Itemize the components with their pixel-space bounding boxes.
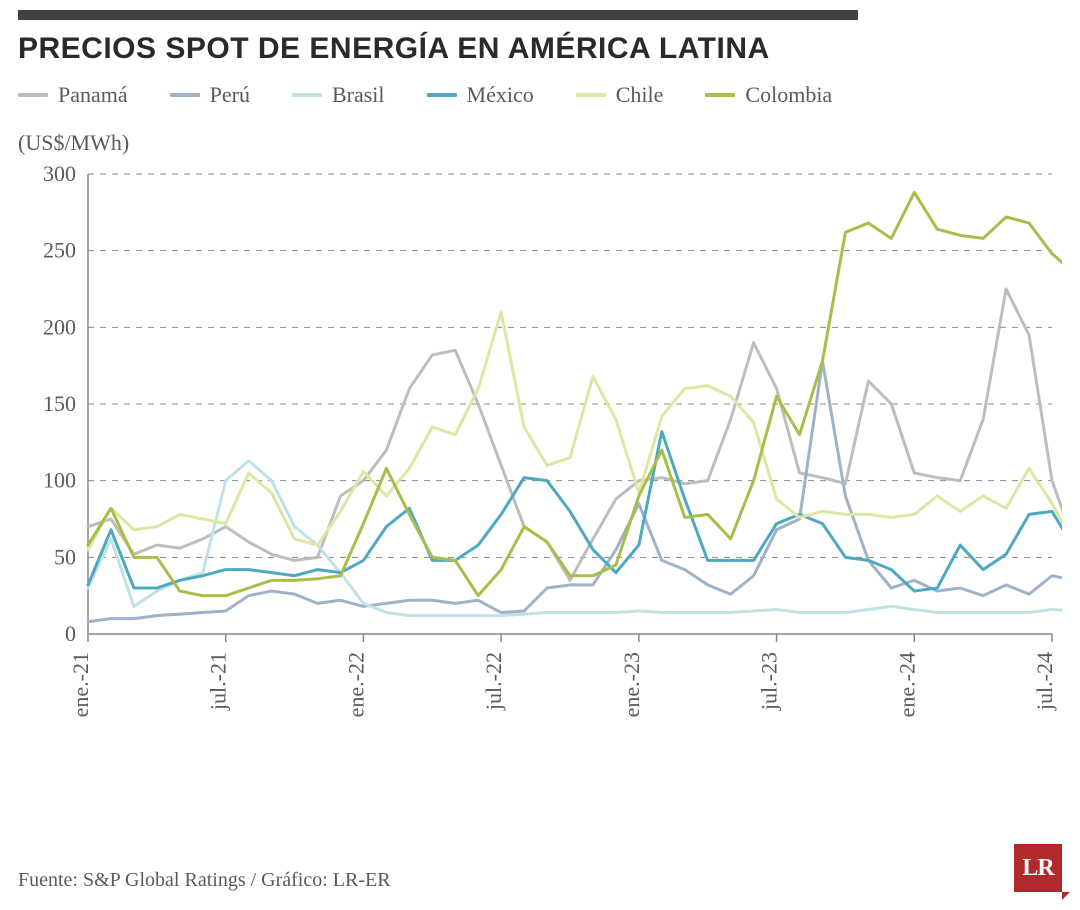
line-chart: 0 50 100 150 200 250 300 ene.-21 jul.-21 ene.-22 j… (18, 164, 1062, 724)
svg-text:jul.-21: jul.-21 (206, 652, 231, 711)
source-credit: Fuente: S&P Global Ratings / Gráfico: LR… (18, 869, 391, 892)
chart-area: 0 50 100 150 200 250 300 ene.-21 jul.-21 ene.-22 j… (18, 164, 1062, 729)
svg-text:jul.-22: jul.-22 (481, 652, 506, 711)
legend-label: Colombia (745, 82, 832, 108)
y-axis-unit: (US$/MWh) (0, 130, 1080, 164)
svg-text:0: 0 (65, 621, 76, 646)
legend-label: Chile (616, 82, 664, 108)
legend-item: Panamá (18, 82, 128, 108)
header-rule (18, 10, 858, 20)
legend-item: Perú (170, 82, 250, 108)
legend-swatch (292, 93, 322, 97)
svg-text:50: 50 (54, 544, 76, 569)
svg-text:250: 250 (43, 238, 76, 263)
legend-label: Perú (210, 82, 250, 108)
svg-text:ene.-21: ene.-21 (68, 652, 93, 717)
svg-text:200: 200 (43, 314, 76, 339)
legend-item: Colombia (705, 82, 832, 108)
publisher-logo-text: LR (1022, 855, 1053, 882)
svg-text:jul.-23: jul.-23 (757, 652, 782, 711)
chart-title: PRECIOS SPOT DE ENERGÍA EN AMÉRICA LATIN… (0, 20, 1080, 82)
legend-swatch (427, 93, 457, 97)
legend: Panamá Perú Brasil México Chile Colombia (0, 82, 1080, 130)
legend-swatch (18, 93, 48, 97)
legend-swatch (170, 93, 200, 97)
svg-text:100: 100 (43, 468, 76, 493)
legend-swatch (576, 93, 606, 97)
svg-text:ene.-23: ene.-23 (619, 652, 644, 717)
svg-text:150: 150 (43, 391, 76, 416)
legend-label: Panamá (58, 82, 128, 108)
svg-text:300: 300 (43, 164, 76, 186)
legend-item: Brasil (292, 82, 385, 108)
legend-item: México (427, 82, 534, 108)
legend-label: México (467, 82, 534, 108)
svg-text:ene.-22: ene.-22 (343, 652, 368, 717)
legend-label: Brasil (332, 82, 385, 108)
legend-item: Chile (576, 82, 664, 108)
svg-text:jul.-24: jul.-24 (1032, 652, 1057, 711)
publisher-logo: LR (1014, 844, 1062, 892)
legend-swatch (705, 93, 735, 97)
svg-text:ene.-24: ene.-24 (894, 652, 919, 717)
